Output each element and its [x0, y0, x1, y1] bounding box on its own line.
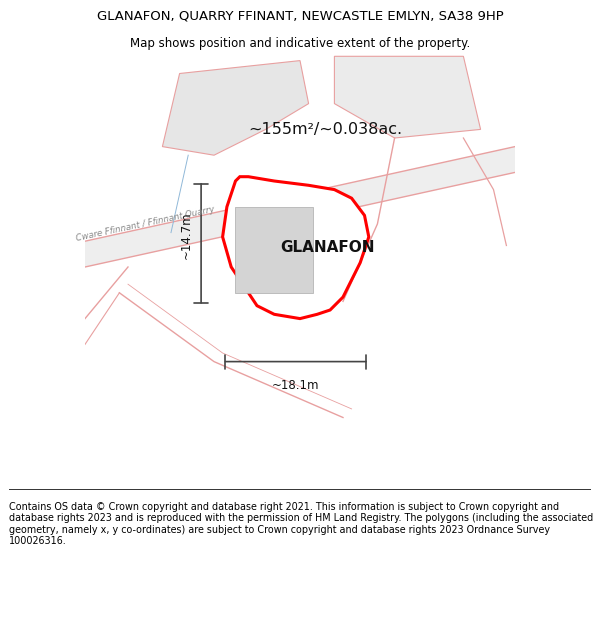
Text: Cware Ffinnant / Ffinnant Quarry: Cware Ffinnant / Ffinnant Quarry	[75, 205, 215, 243]
Text: GLANAFON: GLANAFON	[281, 240, 375, 255]
Text: GLANAFON, QUARRY FFINANT, NEWCASTLE EMLYN, SA38 9HP: GLANAFON, QUARRY FFINANT, NEWCASTLE EMLY…	[97, 9, 503, 22]
Text: Contains OS data © Crown copyright and database right 2021. This information is : Contains OS data © Crown copyright and d…	[9, 501, 593, 546]
Polygon shape	[85, 147, 515, 267]
Text: ~18.1m: ~18.1m	[272, 379, 319, 392]
Polygon shape	[163, 61, 308, 155]
Text: Map shows position and indicative extent of the property.: Map shows position and indicative extent…	[130, 38, 470, 51]
Polygon shape	[223, 177, 369, 319]
Bar	[235, 207, 313, 292]
Text: ~155m²/~0.038ac.: ~155m²/~0.038ac.	[249, 122, 403, 137]
Polygon shape	[334, 56, 481, 138]
Text: ~14.7m: ~14.7m	[179, 211, 193, 259]
